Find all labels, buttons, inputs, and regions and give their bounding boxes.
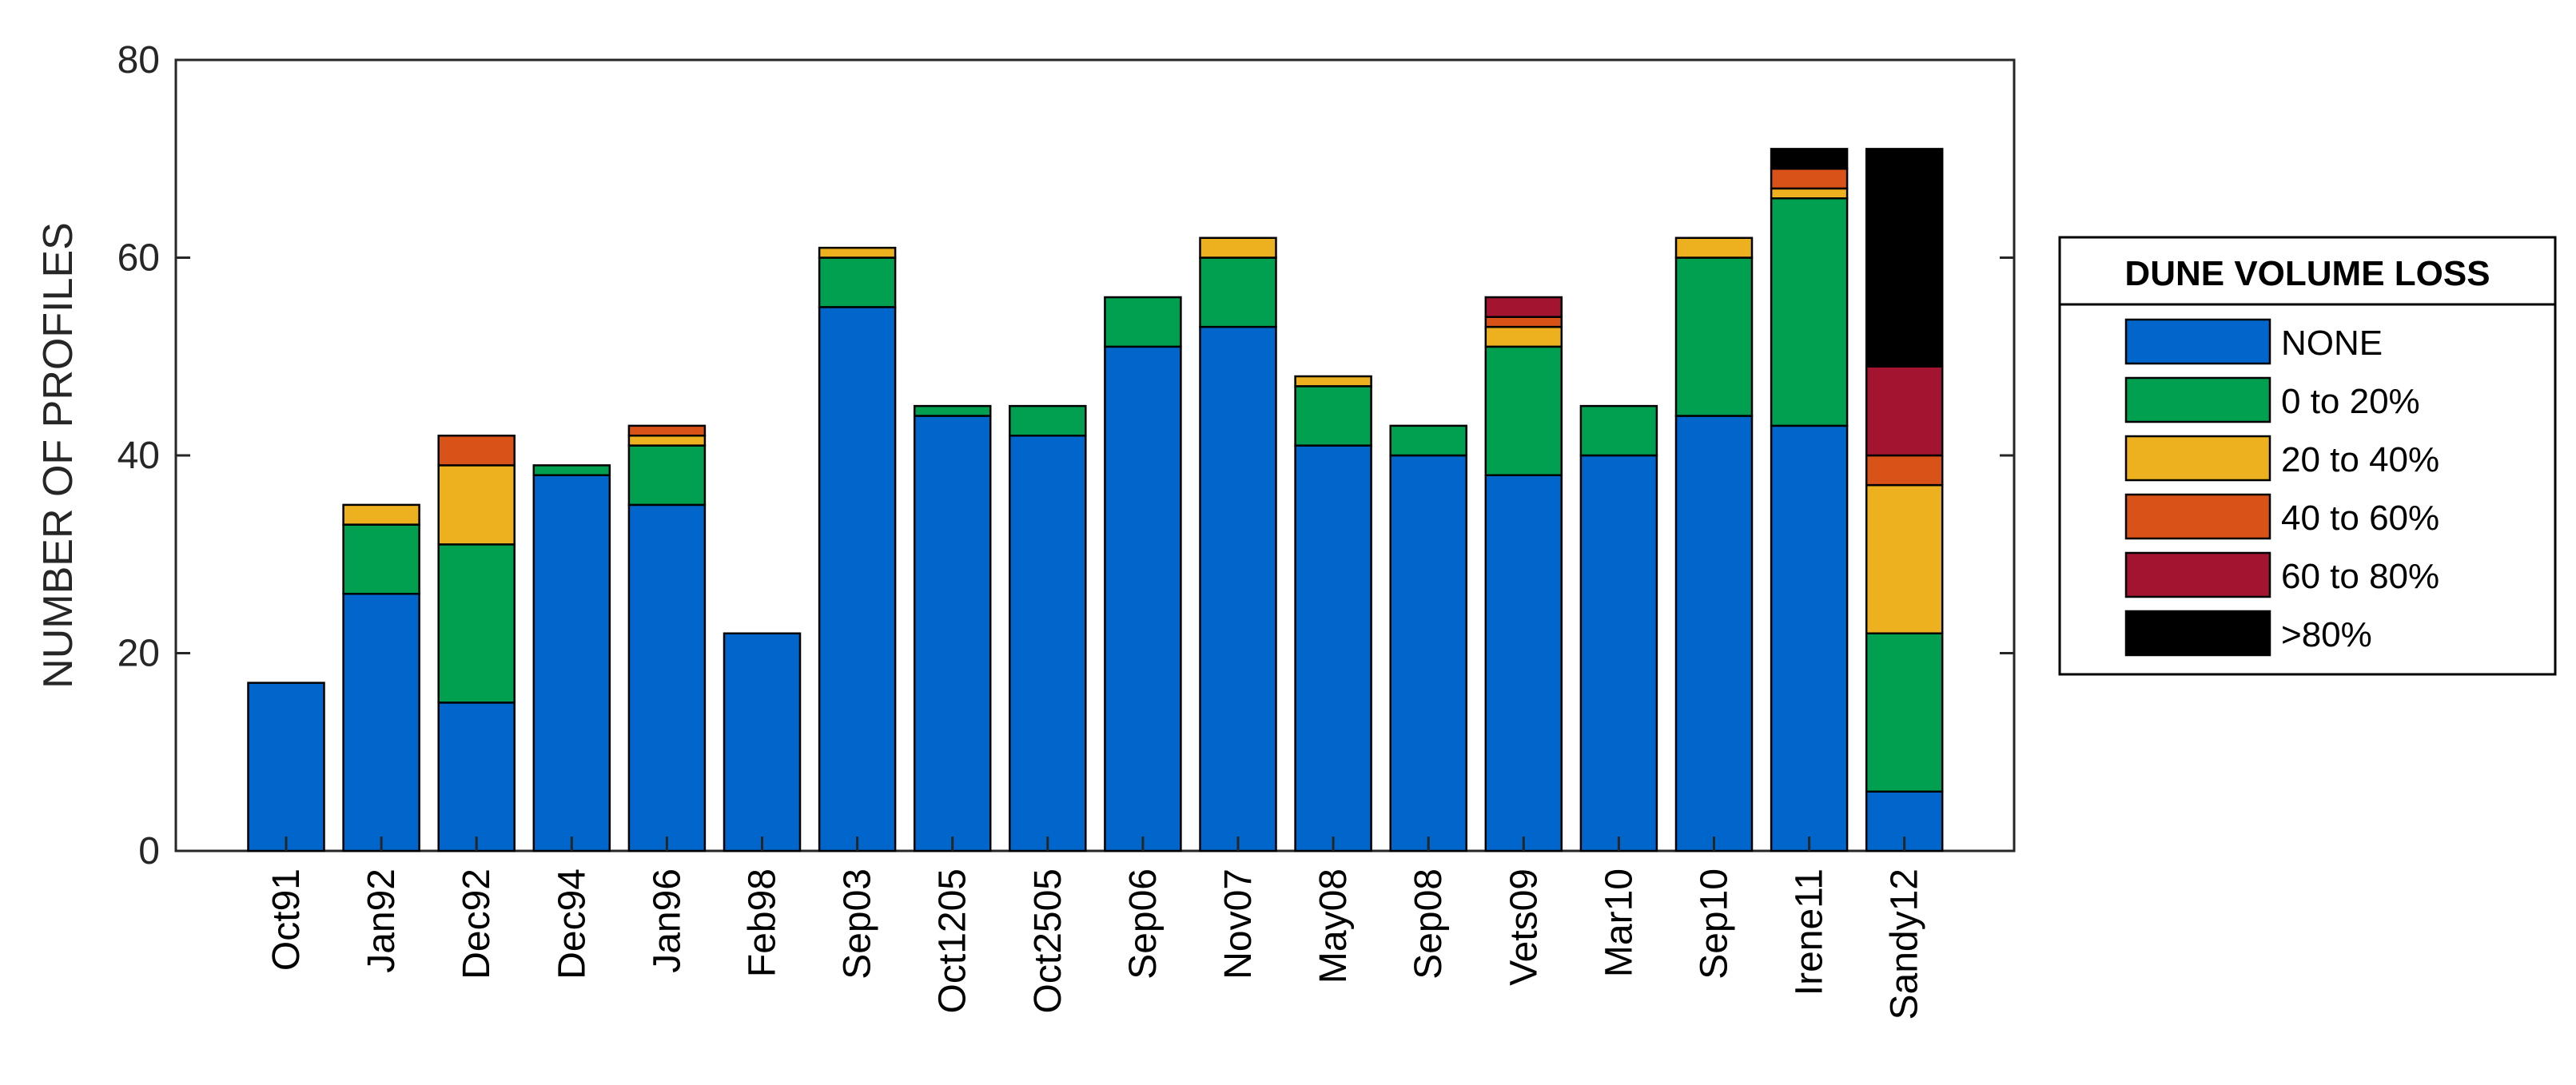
bar-segment <box>1770 187 1849 200</box>
bars <box>247 148 1944 852</box>
x-tick-label: Feb98 <box>742 868 784 977</box>
x-tick-label: Sep06 <box>1122 868 1165 980</box>
x-tick-label: Oct2505 <box>1027 868 1069 1013</box>
x-axis: Oct91 Jan92 Dec92 Dec94 Jan96 Feb98 Sep03 Oct12… <box>265 837 1926 1020</box>
bar-segment <box>437 543 516 704</box>
bar-segment <box>1674 256 1754 417</box>
bar-segment <box>1009 404 1087 437</box>
bar-segment <box>1770 197 1849 427</box>
y-tick-label: 60 <box>117 237 160 280</box>
x-tick-label: Oct91 <box>265 868 308 971</box>
bar-segment <box>532 474 611 852</box>
bar-segment <box>437 701 516 852</box>
bar-segment <box>627 503 707 852</box>
bar-segment <box>913 404 992 417</box>
x-tick-label: Sep10 <box>1694 868 1736 980</box>
legend-label: 20 to 40% <box>2281 440 2439 479</box>
bar-segment <box>1389 454 1467 852</box>
bar-segment <box>1484 316 1563 328</box>
x-tick-label: Sandy12 <box>1884 868 1926 1020</box>
y-tick-label: 0 <box>138 830 160 872</box>
bar-segment <box>1579 404 1658 457</box>
x-tick-label: Dec92 <box>456 868 498 980</box>
bar-segment <box>1104 296 1182 348</box>
bar-segment <box>1674 236 1754 259</box>
x-tick-label: Jan92 <box>360 868 403 973</box>
legend-swatch <box>2124 493 2271 540</box>
bar-segment <box>1770 148 1849 170</box>
x-tick-label: Oct1205 <box>932 868 974 1013</box>
legend-label: 40 to 60% <box>2281 499 2439 538</box>
bar-segment <box>437 464 516 546</box>
y-tick-label: 40 <box>117 435 160 477</box>
bar-segment <box>1865 148 1944 368</box>
bar-segment <box>1484 474 1563 852</box>
x-tick-label: May08 <box>1312 868 1355 984</box>
legend: DUNE VOLUME LOSS NONE 0 to 20% 20 to 40% 40… <box>2058 236 2557 676</box>
bar-segment <box>1199 256 1277 328</box>
x-tick-label: Irene11 <box>1789 868 1831 996</box>
bar-segment <box>1294 385 1372 447</box>
y-tick-label: 20 <box>117 633 160 675</box>
bar-segment <box>342 503 420 526</box>
bar-segment <box>1484 325 1563 348</box>
x-tick-label: Dec94 <box>551 868 593 980</box>
bar-segment <box>247 682 325 852</box>
bar-segment <box>1389 424 1467 457</box>
legend-swatch <box>2124 318 2271 365</box>
bar-segment <box>818 246 897 259</box>
bar-segment <box>1199 236 1277 259</box>
legend-swatch <box>2124 551 2271 598</box>
bar-segment <box>1294 444 1372 852</box>
x-tick-label: Vets09 <box>1503 868 1545 986</box>
bar-segment <box>1104 345 1182 852</box>
legend-label: >80% <box>2281 615 2372 654</box>
bar-segment <box>1009 435 1087 852</box>
bar-segment <box>627 435 707 447</box>
legend-title: DUNE VOLUME LOSS <box>2124 254 2490 293</box>
bar-segment <box>1294 375 1372 388</box>
y-axis-label: NUMBER OF PROFILES <box>35 222 82 689</box>
x-tick-label: Sep08 <box>1407 868 1450 980</box>
x-tick-label: Sep03 <box>837 868 879 980</box>
bar-segment <box>1865 483 1944 634</box>
bar-segment <box>1865 632 1944 793</box>
legend-swatch <box>2124 376 2271 423</box>
x-tick-label: Nov07 <box>1217 868 1260 980</box>
bar-segment <box>342 593 420 852</box>
bar-segment <box>1865 454 1944 487</box>
bar-segment <box>1579 454 1658 852</box>
x-tick-label: Mar10 <box>1598 868 1640 977</box>
bar-segment <box>1484 296 1563 318</box>
bar-segment <box>437 435 516 467</box>
legend-swatch <box>2124 435 2271 482</box>
bar-segment <box>1674 415 1754 852</box>
y-tick-label: 80 <box>117 39 160 81</box>
bar-segment <box>627 444 707 507</box>
bar-segment <box>818 256 897 308</box>
legend-label: NONE <box>2281 324 2383 363</box>
legend-swatch <box>2124 610 2271 657</box>
bar-segment <box>1865 365 1944 457</box>
bar-segment <box>1770 167 1849 190</box>
legend-label: 60 to 80% <box>2281 557 2439 596</box>
bar-segment <box>913 415 992 852</box>
bar-segment <box>1770 424 1849 852</box>
bar-segment <box>1484 345 1563 476</box>
x-tick-label: Jan96 <box>646 868 688 973</box>
bar-segment <box>818 306 897 852</box>
legend-label: 0 to 20% <box>2281 382 2420 421</box>
bar-segment <box>627 424 707 437</box>
bar-segment <box>532 464 611 476</box>
bar-segment <box>1199 325 1277 852</box>
bar-segment <box>342 523 420 595</box>
y-axis: 0 20 40 60 80 <box>117 39 2014 872</box>
bar-segment <box>723 632 802 852</box>
